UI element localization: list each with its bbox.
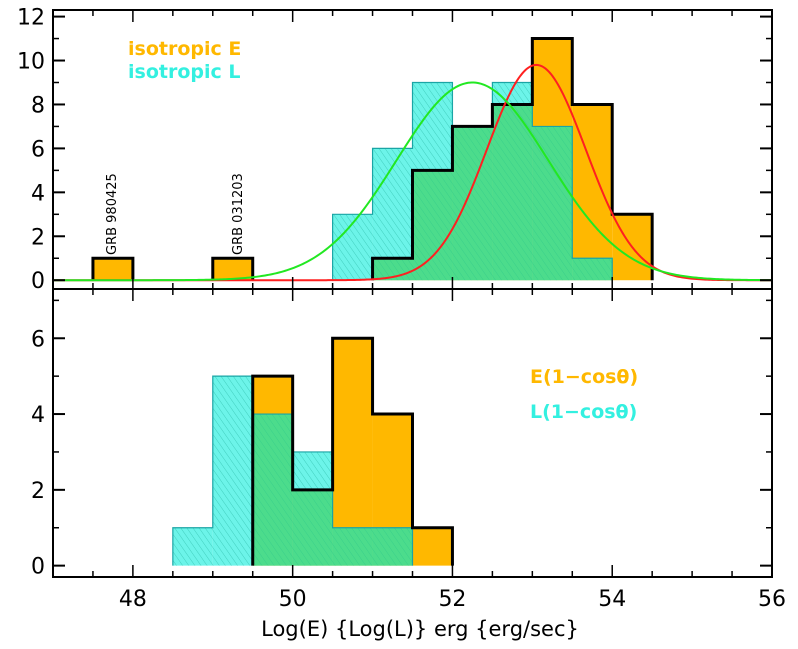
x-axis-label: Log(E) {Log(L)} erg {erg/sec} [261,617,579,641]
top-outline-e [91,37,654,281]
top-overlap-3 [412,170,453,281]
legend-label-isotropic-l: isotropic L [128,61,240,83]
bottom-bar-l-hatch-0 [172,527,213,566]
legend-label-e-beaming: E(1−cosθ) [530,366,638,388]
bottom-overlap-1 [292,489,333,566]
bottom-ytick-label: 0 [31,555,45,580]
top-ytick-label: 12 [17,6,45,31]
top-ytick-label: 10 [17,50,45,75]
top-ytick-label: 0 [31,269,45,294]
top-bar-e-0 [92,258,133,281]
xtick-label: 54 [598,587,626,612]
annotation-grb-031203: GRB 031203 [231,173,246,255]
bottom-overlap-0 [252,414,293,566]
top-ytick-label: 2 [31,225,45,250]
top-fit-curve-1 [53,81,773,282]
bottom-bar-e-4 [412,527,453,566]
top-ytick-label: 6 [31,137,45,162]
bottom-ytick-label: 2 [31,479,45,504]
annotation-grb-980425: GRB 980425 [105,173,120,255]
bottom-ytick-label: 6 [31,327,45,352]
top-ytick-label: 4 [31,181,45,206]
bottom-outline-e [251,336,454,566]
xtick-label: 56 [758,587,786,612]
legend-label-l-beaming: L(1−cosθ) [530,401,637,423]
top-overlap-5 [492,104,533,281]
top-bar-e-1 [212,258,253,281]
xtick-label: 50 [279,587,307,612]
xtick-label: 52 [438,587,466,612]
bottom-overlap-2 [332,527,373,566]
top-overlap-6 [532,126,573,281]
bottom-ytick-label: 4 [31,403,45,428]
bottom-overlap-3 [372,527,413,566]
bottom-bar-l-hatch-1 [212,376,253,566]
top-ytick-label: 8 [31,93,45,118]
legend-label-isotropic-e: isotropic E [128,38,241,60]
xtick-label: 48 [119,587,147,612]
top-overlap-7 [572,258,613,281]
top-bar-l-hatch-0 [332,214,373,281]
